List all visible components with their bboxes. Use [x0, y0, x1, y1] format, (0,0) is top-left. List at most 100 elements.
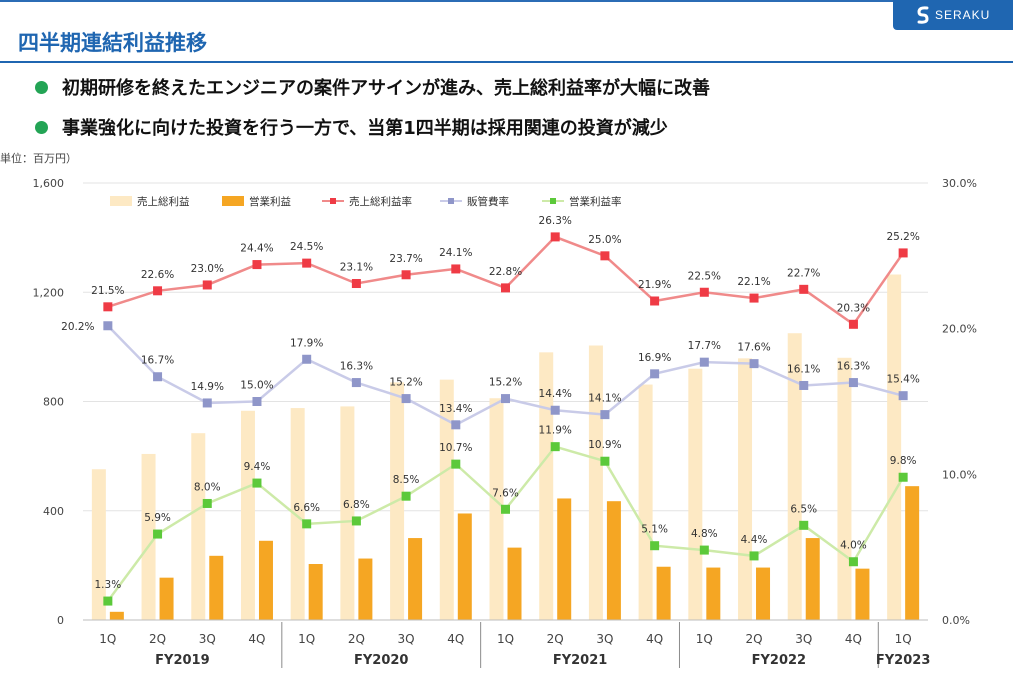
- x-tick-label: 2Q: [745, 632, 762, 646]
- company-logo: SERAKU: [893, 0, 1013, 30]
- data-label: 22.5%: [688, 270, 721, 282]
- data-label: 11.9%: [539, 425, 572, 437]
- bar-operating-profit: [706, 567, 721, 620]
- line-point-marker: [799, 284, 809, 294]
- bullet-text-1: 初期研修を終えたエンジニアの案件アサインが進み、売上総利益率が大幅に改善: [62, 78, 710, 99]
- data-label: 4.8%: [691, 528, 718, 540]
- page-title: 四半期連結利益推移: [18, 31, 207, 55]
- y-right-tick-label: 20.0%: [942, 323, 977, 336]
- bar-gross-profit: [787, 333, 802, 620]
- line-point-marker: [103, 596, 113, 606]
- y-left-tick-label: 1,200: [33, 286, 65, 299]
- bullet-point-2: 事業強化に向けた投資を行う一方で、当第1四半期は採用関連の投資が減少: [35, 114, 668, 140]
- y-right-tick-label: 0.0%: [942, 614, 970, 627]
- line-point-marker: [302, 354, 312, 364]
- bar-gross-profit: [588, 345, 603, 620]
- y-right-tick-label: 30.0%: [942, 177, 977, 190]
- line-point-marker: [501, 283, 510, 293]
- line-point-marker: [302, 258, 312, 268]
- line-point-marker: [103, 321, 113, 331]
- bar-gross-profit: [688, 368, 703, 620]
- bar-operating-profit: [656, 566, 671, 620]
- line-point-marker: [153, 372, 163, 382]
- y-left-tick-label: 400: [43, 505, 64, 518]
- line-point-marker: [898, 248, 908, 258]
- bar-gross-profit: [191, 433, 206, 620]
- legend-marker: [550, 198, 556, 204]
- line-point-marker: [153, 286, 163, 296]
- data-label: 15.2%: [389, 377, 422, 389]
- line-point-marker: [848, 319, 858, 329]
- bar-gross-profit: [240, 410, 255, 620]
- line-point-marker: [351, 279, 361, 289]
- line-point-marker: [600, 410, 610, 420]
- top-accent-line: [0, 0, 1013, 2]
- line-point-marker: [749, 359, 759, 369]
- line-point-marker: [351, 516, 361, 526]
- legend-label: 販管費率: [467, 195, 509, 208]
- data-label: 22.1%: [737, 276, 770, 288]
- bar-operating-profit: [756, 567, 771, 620]
- data-label: 16.3%: [837, 361, 870, 373]
- line-point-marker: [550, 442, 560, 452]
- legend-label: 売上総利益率: [349, 195, 412, 208]
- data-label: 23.7%: [389, 253, 422, 265]
- bar-operating-profit: [606, 501, 621, 620]
- data-label: 4.4%: [741, 534, 768, 546]
- data-label: 25.2%: [886, 231, 919, 243]
- data-label: 26.3%: [539, 215, 572, 227]
- bar-operating-profit: [905, 486, 920, 620]
- line-point-marker: [799, 520, 809, 530]
- line-point-marker: [401, 491, 411, 501]
- data-label: 8.0%: [194, 481, 221, 493]
- y-right-tick-label: 10.0%: [942, 468, 977, 481]
- line-point-marker: [252, 397, 262, 406]
- data-label: 22.8%: [489, 266, 522, 278]
- data-label: 17.7%: [688, 340, 721, 352]
- x-tick-label: 2Q: [348, 632, 365, 646]
- bar-operating-profit: [507, 547, 522, 620]
- data-label: 9.4%: [244, 461, 271, 473]
- data-label: 24.4%: [240, 243, 273, 255]
- bar-gross-profit: [738, 358, 753, 620]
- line-point-marker: [401, 270, 411, 280]
- logo-text: SERAKU: [935, 8, 991, 22]
- data-label: 20.2%: [61, 321, 94, 333]
- line-point-marker: [699, 357, 709, 367]
- unit-label: 単位：百万円）: [0, 152, 77, 165]
- x-tick-label: 1Q: [696, 632, 713, 646]
- x-tick-label: 1Q: [895, 632, 912, 646]
- data-label: 14.4%: [539, 388, 572, 400]
- line-point-marker: [898, 391, 908, 401]
- line-gross-margin: [107, 235, 905, 327]
- data-label: 5.1%: [641, 524, 668, 536]
- logo-s-icon: [917, 6, 929, 24]
- bar-gross-profit: [290, 408, 305, 620]
- x-tick-label: 4Q: [248, 632, 265, 646]
- data-label: 20.3%: [837, 302, 870, 314]
- bullet-dot-icon: [35, 120, 48, 134]
- line-point-marker: [848, 557, 858, 567]
- line-point-marker: [898, 472, 908, 482]
- data-label: 22.7%: [787, 267, 820, 279]
- data-label: 21.5%: [91, 285, 124, 297]
- fiscal-year-label: FY2022: [752, 653, 806, 668]
- bar-operating-profit: [308, 564, 323, 620]
- data-label: 14.1%: [588, 393, 621, 405]
- bar-gross-profit: [638, 384, 653, 620]
- data-label: 21.9%: [638, 279, 671, 291]
- bar-operating-profit: [258, 540, 273, 620]
- bar-gross-profit: [837, 357, 852, 620]
- bar-gross-profit: [340, 406, 355, 620]
- data-label: 14.9%: [191, 381, 224, 393]
- x-tick-label: 3Q: [199, 632, 216, 646]
- data-label: 22.6%: [141, 269, 174, 281]
- title-underline: [0, 61, 1013, 63]
- bar-gross-profit: [141, 453, 156, 620]
- line-point-marker: [501, 504, 510, 514]
- line-point-marker: [699, 287, 709, 297]
- legend-swatch: [110, 196, 132, 206]
- line-point-marker: [749, 551, 759, 561]
- legend-label: 営業利益率: [569, 195, 622, 208]
